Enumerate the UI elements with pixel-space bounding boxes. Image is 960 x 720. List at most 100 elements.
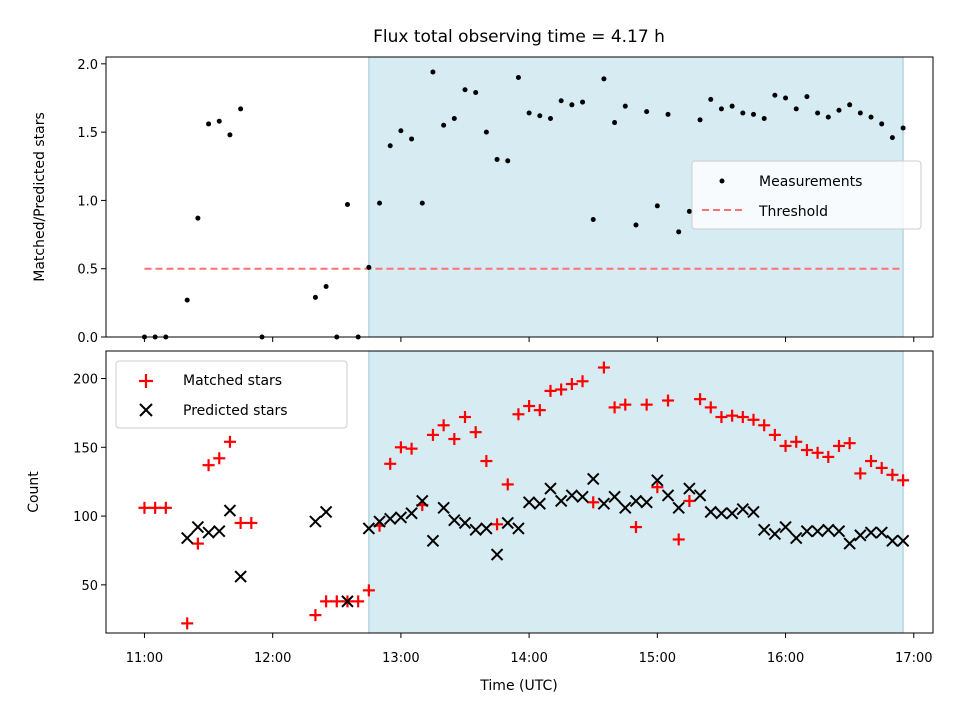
measurement-point xyxy=(750,111,756,117)
predicted-star-point xyxy=(587,472,600,486)
matched-star-point xyxy=(501,478,514,491)
matched-star-point xyxy=(747,413,760,426)
measurement-point xyxy=(836,107,842,113)
predicted-star-point xyxy=(864,526,878,539)
measurement-point xyxy=(462,87,468,93)
legend-measurements-label: Measurements xyxy=(759,174,862,190)
matched-star-point xyxy=(555,383,568,396)
x-tick-label: 17:00 xyxy=(895,651,932,666)
measurement-point xyxy=(206,121,212,127)
matched-star-point xyxy=(202,459,215,472)
matched-star-point xyxy=(587,496,600,509)
measurement-point xyxy=(227,132,233,138)
measurement-point xyxy=(601,76,607,82)
predicted-star-point xyxy=(683,482,696,495)
predicted-star-point xyxy=(629,494,643,508)
ratio-y-axis-label: Matched/Predicted stars xyxy=(32,112,48,282)
matched-star-point xyxy=(715,411,728,424)
ratio-ytick-label: 2.0 xyxy=(77,58,98,73)
measurement-point xyxy=(323,283,329,289)
measurement-point xyxy=(515,74,521,80)
predicted-star-point xyxy=(736,502,750,516)
predicted-star-point xyxy=(458,516,472,530)
counts-axes-frame xyxy=(105,350,934,634)
matched-star-point xyxy=(159,501,172,514)
predicted-star-point xyxy=(191,520,205,534)
matched-star-point xyxy=(181,617,194,630)
measurement-point xyxy=(868,114,874,120)
matched-star-point xyxy=(394,441,407,454)
measurement-point xyxy=(473,90,479,96)
ratio-legend: Measurements Threshold xyxy=(691,160,922,230)
matched-star-point xyxy=(629,521,642,534)
predicted-star-point xyxy=(811,524,824,538)
predicted-star-point xyxy=(757,523,771,537)
predicted-star-point xyxy=(544,482,557,495)
matched-star-point xyxy=(790,435,803,448)
matched-star-point xyxy=(437,419,450,432)
predicted-star-point xyxy=(640,496,653,509)
predicted-star-point xyxy=(234,570,247,583)
predicted-star-point xyxy=(426,534,440,548)
matched-star-point xyxy=(608,401,621,414)
matched-star-point xyxy=(523,400,536,413)
matched-star-point xyxy=(533,404,546,417)
chart-title: Flux total observing time = 4.17 h xyxy=(373,27,665,47)
matched-star-point xyxy=(448,433,461,446)
matched-star-point xyxy=(213,452,226,465)
x-tick-label: 13:00 xyxy=(382,651,419,666)
legend-threshold-label: Threshold xyxy=(758,204,828,220)
matched-star-point xyxy=(362,584,375,597)
predicted-star-point xyxy=(800,524,814,538)
measurement-point xyxy=(569,102,575,108)
counts-ytick-label: 150 xyxy=(73,441,98,456)
measurement-point xyxy=(879,121,885,127)
measurement-point xyxy=(654,203,660,209)
predicted-star-point xyxy=(704,505,717,519)
measurement-point xyxy=(344,202,350,208)
matched-star-point xyxy=(662,394,675,407)
matched-star-point xyxy=(800,444,813,457)
matched-star-point xyxy=(491,518,504,531)
predicted-star-point xyxy=(533,497,547,510)
predicted-star-point xyxy=(512,522,525,535)
measurement-point xyxy=(312,294,318,300)
ratio-ytick-label: 1.0 xyxy=(77,194,98,209)
predicted-star-point xyxy=(790,531,803,545)
predicted-star-point xyxy=(202,526,215,539)
matched-star-point xyxy=(758,419,771,432)
predicted-star-point xyxy=(362,522,376,535)
legend-matched-label: Matched stars xyxy=(183,373,282,389)
measurement-point xyxy=(409,136,415,142)
measurement-point xyxy=(815,110,821,116)
measurement-point xyxy=(377,200,383,206)
matched-star-point xyxy=(768,428,781,441)
measurement-point xyxy=(590,217,596,223)
matched-star-point xyxy=(843,437,856,450)
measurement-point xyxy=(761,115,767,121)
measurement-point xyxy=(847,102,853,108)
legend-predicted-marker xyxy=(139,403,153,417)
counts-ytick-label: 100 xyxy=(73,510,98,525)
matched-star-point xyxy=(832,439,845,452)
observing-window-span xyxy=(368,350,904,634)
counts-ytick-label: 200 xyxy=(73,373,98,388)
matched-star-point xyxy=(191,537,204,550)
predicted-star-point xyxy=(875,526,888,539)
matched-star-point xyxy=(822,450,835,463)
measurement-point xyxy=(398,128,404,134)
predicted-star-point xyxy=(896,534,910,548)
legend-predicted-label: Predicted stars xyxy=(183,403,288,419)
measurement-point xyxy=(804,94,810,100)
predicted-star-point xyxy=(554,494,568,508)
ratio-ytick-label: 0.5 xyxy=(77,263,98,278)
ratio-ytick-label: 1.5 xyxy=(77,126,98,141)
measurement-point xyxy=(665,111,671,117)
measurement-point xyxy=(889,135,895,141)
matched-star-point xyxy=(234,516,247,529)
matched-star-point xyxy=(886,468,899,481)
measurement-point xyxy=(622,103,628,109)
predicted-star-point xyxy=(843,537,856,550)
predicted-star-point xyxy=(854,529,867,542)
predicted-star-point xyxy=(747,505,760,519)
